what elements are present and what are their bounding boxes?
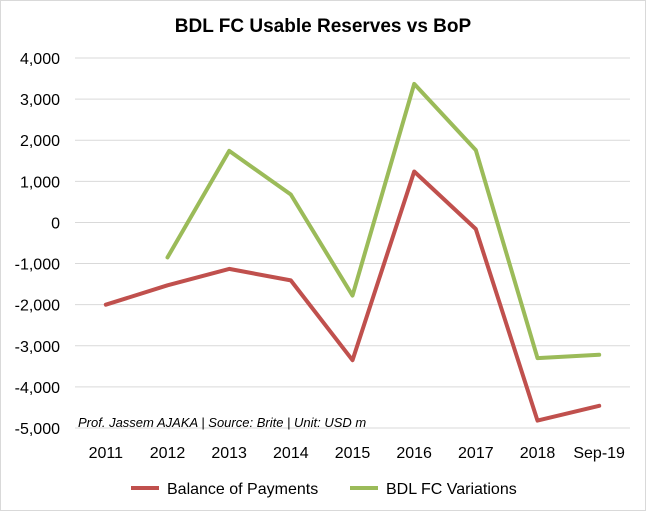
y-tick-label: 3,000 bbox=[20, 92, 60, 109]
x-tick-label: Sep-19 bbox=[573, 445, 625, 462]
y-tick-label: -1,000 bbox=[15, 257, 60, 274]
y-tick-label: -5,000 bbox=[15, 421, 60, 438]
legend-label: Balance of Payments bbox=[167, 481, 318, 498]
x-tick-label: 2013 bbox=[211, 445, 247, 462]
gridlines bbox=[75, 57, 630, 429]
legend: Balance of Payments BDL FC Variations bbox=[131, 481, 517, 498]
y-axis-ticks: 4,000 3,000 2,000 1,000 0 -1,000 -2,000 -3,000 -… bbox=[15, 51, 60, 438]
x-tick-label: 2018 bbox=[520, 445, 556, 462]
legend-label: BDL FC Variations bbox=[386, 481, 517, 498]
x-axis-ticks: 2011 2012 2013 2014 2015 2016 2017 2018 Sep-19 bbox=[89, 445, 625, 462]
y-tick-label: -4,000 bbox=[15, 380, 60, 397]
series-lines bbox=[103, 81, 602, 423]
x-tick-label: 2011 bbox=[89, 445, 124, 462]
y-tick-label: -2,000 bbox=[15, 298, 60, 315]
series-line bbox=[165, 81, 602, 361]
x-tick-label: 2012 bbox=[150, 445, 186, 462]
x-tick-label: 2014 bbox=[273, 445, 309, 462]
y-tick-label: 4,000 bbox=[20, 51, 60, 68]
series-line bbox=[103, 169, 602, 423]
source-annotation: Prof. Jassem AJAKA | Source: Brite | Uni… bbox=[78, 415, 366, 430]
y-tick-label: -3,000 bbox=[15, 339, 60, 356]
chart-title: BDL FC Usable Reserves vs BoP bbox=[175, 16, 472, 37]
x-tick-label: 2016 bbox=[396, 445, 432, 462]
x-tick-label: 2015 bbox=[335, 445, 371, 462]
y-tick-label: 2,000 bbox=[20, 133, 60, 150]
y-tick-label: 0 bbox=[51, 215, 60, 232]
x-tick-label: 2017 bbox=[458, 445, 494, 462]
y-tick-label: 1,000 bbox=[20, 174, 60, 191]
